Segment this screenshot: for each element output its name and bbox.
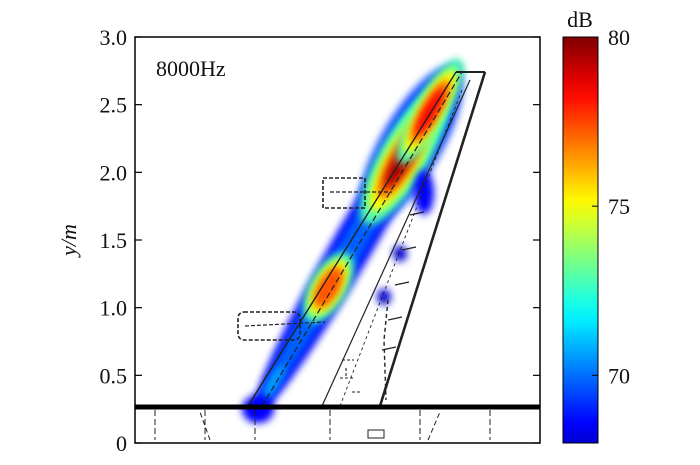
heatmap-layer — [242, 58, 464, 424]
frequency-label: 8000Hz — [156, 56, 226, 81]
colorbar-unit: dB — [567, 7, 593, 32]
colorbar-tick-label: 75 — [608, 194, 630, 219]
y-tick-label: 2.5 — [100, 93, 128, 118]
colorbar-tick-label: 80 — [608, 25, 630, 50]
y-tick-label: 1.5 — [100, 228, 128, 253]
colorbar-tick-label: 70 — [608, 363, 630, 388]
colorbar: dB 70 75 80 — [562, 7, 630, 444]
y-tick-label: 0.5 — [100, 363, 128, 388]
y-axis-label: y/m — [56, 224, 81, 258]
heat-hotspot — [393, 245, 407, 262]
y-tick-label: 1.0 — [100, 296, 128, 321]
y-axis: 0 0.5 1.0 1.5 2.0 2.5 3.0 — [100, 25, 540, 456]
colorbar-ticks: 70 75 80 — [592, 25, 630, 388]
y-tick-label: 2.0 — [100, 160, 128, 185]
y-tick-label: 0 — [116, 431, 127, 456]
structure-schematic — [154, 71, 491, 441]
colorbar-gradient — [562, 36, 599, 444]
heat-hotspot — [263, 365, 285, 400]
heat-hotspot — [414, 170, 434, 215]
heat-hotspot — [318, 272, 339, 303]
y-tick-label: 3.0 — [100, 25, 128, 50]
heat-hotspot — [416, 88, 445, 135]
heat-hotspot — [377, 288, 391, 305]
